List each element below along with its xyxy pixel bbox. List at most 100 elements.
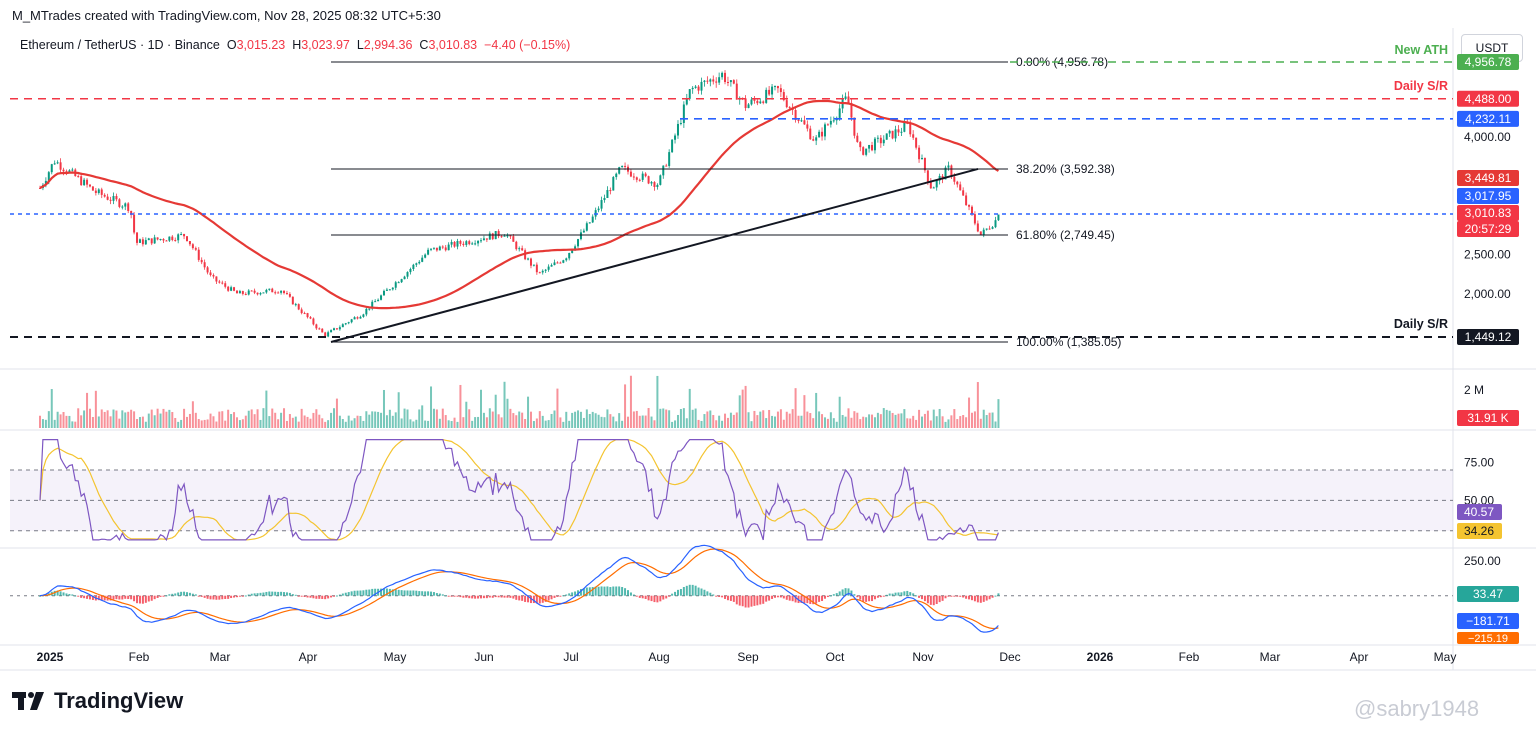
candle [315,324,318,329]
volume-bar [762,410,765,428]
volume-bar [876,412,879,428]
volume-tick-label: 2 M [1464,383,1484,397]
volume-bar [83,410,86,428]
volume-bar [300,408,303,428]
macd-histogram-bar [850,590,853,596]
candle [641,173,644,180]
volume-bar [923,413,926,428]
candle [562,260,565,263]
macd-histogram-bar [259,592,262,596]
candle [674,135,677,140]
candle [521,248,524,251]
candle [468,241,471,245]
macd-histogram-bar [518,595,521,601]
volume-bar [197,419,200,428]
symbol-title[interactable]: Ethereum / TetherUS · 1D · Binance [20,38,220,52]
fib-level-label: 0.00% (4,956.78) [1016,55,1108,69]
candle [262,292,265,294]
macd-histogram-bar [641,595,644,599]
macd-histogram-bar [621,587,624,596]
macd-histogram-bar [803,595,806,604]
price-tick-label: 2,500.00 [1464,248,1511,262]
candle [744,98,747,109]
macd-histogram-bar [365,589,368,596]
price-tag-label: 20:57:29 [1465,222,1512,236]
macd-histogram-bar [321,595,324,599]
macd-histogram-bar [815,595,818,604]
candle [800,120,803,122]
volume-bar [591,411,594,428]
macd-histogram-bar [706,591,709,596]
candle [982,229,985,235]
macd-histogram-bar [994,595,997,597]
macd-histogram-bar [744,595,747,608]
candle [127,203,130,211]
candle [50,164,53,173]
candle [335,328,338,330]
macd-histogram-bar [382,588,385,596]
macd-histogram-bar [888,593,891,596]
macd-histogram-bar [638,595,641,598]
candle [197,249,200,260]
macd-histogram-bar [347,592,350,596]
macd-histogram-bar [935,595,938,604]
volume-bar [800,415,803,428]
macd-histogram-bar [447,595,450,597]
open-label: O [226,38,237,52]
candle [994,220,997,228]
macd-histogram-bar [124,595,127,599]
candle [935,180,938,188]
macd-histogram-bar [303,595,306,597]
candle [191,244,194,249]
volume-bar [359,415,362,428]
candle [665,165,668,167]
macd-histogram-bar [277,591,280,596]
volume-bar [988,412,991,428]
macd-histogram-bar [144,595,147,603]
macd-histogram-bar [330,595,333,598]
volume-bar [600,416,603,428]
candle [471,243,474,245]
candle [47,172,50,181]
candle [506,235,509,237]
volume-bar [806,411,809,428]
macd-histogram-bar [632,594,635,596]
volume-bar [841,415,844,428]
macd-histogram-bar [174,593,177,596]
candle [447,244,450,251]
volume-bar [241,419,244,428]
macd-histogram-bar [535,595,538,604]
macd-histogram-bar [274,591,277,596]
macd-histogram-bar [385,588,388,596]
candle [726,81,729,83]
macd-histogram-bar [871,595,874,602]
open-value: 3,015.23 [236,38,286,52]
volume-bar [312,412,315,428]
macd-histogram-bar [485,595,488,599]
volume-bar [559,417,562,428]
candle [671,139,674,153]
symbol-info-bar: Ethereum / TetherUS · 1D · Binance O3,01… [20,38,570,52]
volume-bar [277,419,280,428]
macd-histogram-bar [982,595,985,602]
macd-tick-label: 250.00 [1464,554,1501,568]
volume-bar [406,409,409,428]
volume-bar [829,412,832,428]
macd-histogram-bar [806,595,809,604]
candle [818,131,821,138]
macd-histogram-bar [582,588,585,596]
candle [482,238,485,241]
macd-histogram-bar [453,595,456,597]
volume-bar [691,409,694,428]
macd-histogram-bar [679,589,682,596]
candle [353,317,356,320]
candle [477,240,480,244]
candle [771,86,774,95]
candle [406,272,409,277]
volume-bar [447,420,450,428]
volume-bar [832,418,835,428]
macd-histogram-bar [432,592,435,596]
candle [109,199,112,201]
candle [553,262,556,266]
